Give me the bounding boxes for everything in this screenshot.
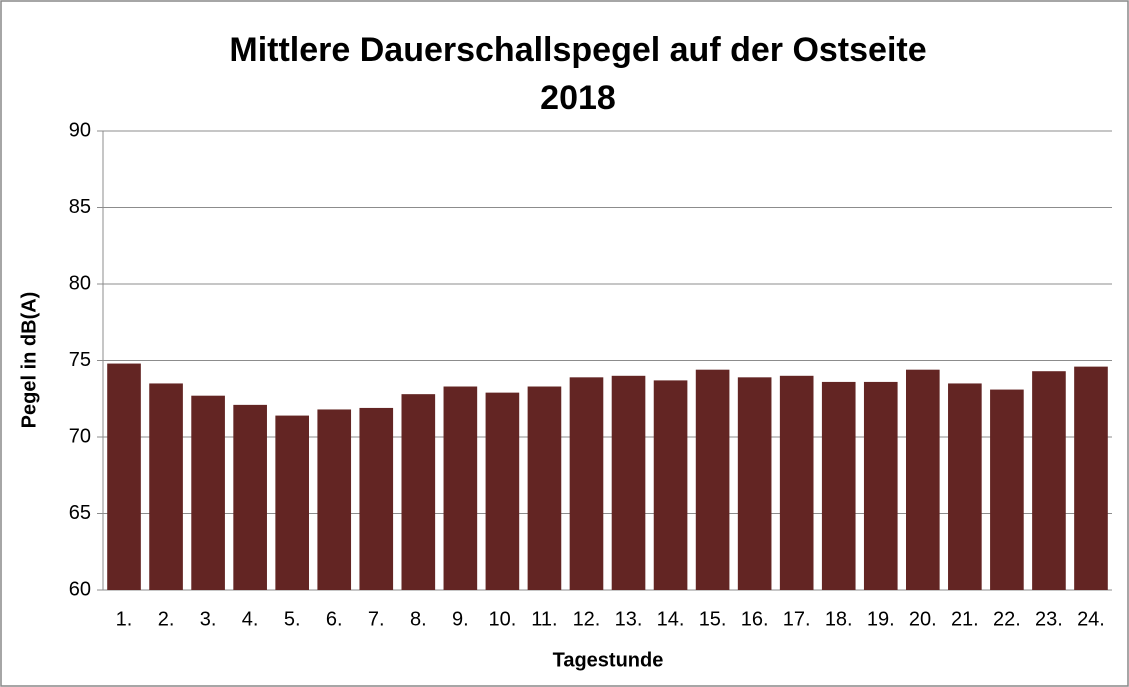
x-tick-label: 22.	[993, 608, 1021, 630]
bar	[149, 383, 183, 590]
y-tick-label: 65	[69, 502, 91, 524]
x-tick-label: 2.	[158, 608, 175, 630]
bar	[1032, 371, 1066, 590]
x-tick-label: 7.	[368, 608, 385, 630]
bar	[443, 386, 478, 590]
x-tick-label: 24.	[1077, 608, 1105, 630]
bar	[485, 392, 520, 590]
x-tick-label: 10.	[488, 608, 516, 630]
x-tick-label: 14.	[657, 608, 685, 630]
y-tick-label: 75	[69, 349, 91, 371]
bar	[695, 369, 730, 590]
x-tick-label: 1.	[116, 608, 133, 630]
x-tick-label: 20.	[909, 608, 937, 630]
bar	[569, 377, 604, 590]
chart-title: Mittlere Dauerschallspegel auf der Ostse…	[229, 31, 926, 69]
bar	[359, 407, 394, 590]
x-tick-label: 4.	[242, 608, 259, 630]
bar	[990, 389, 1024, 590]
bar	[401, 394, 436, 590]
x-tick-label: 3.	[200, 608, 217, 630]
y-tick-label: 70	[69, 425, 91, 447]
x-tick-label: 19.	[867, 608, 895, 630]
bar	[1074, 366, 1108, 590]
x-tick-label: 8.	[410, 608, 427, 630]
x-tick-label: 6.	[326, 608, 343, 630]
bar	[191, 395, 225, 590]
bar	[107, 363, 141, 590]
x-axis-label: Tagestunde	[553, 649, 664, 671]
y-tick-label: 60	[69, 578, 91, 600]
bar	[611, 375, 646, 590]
bar	[948, 383, 982, 590]
bar	[863, 381, 898, 590]
bar	[779, 375, 814, 590]
bar	[821, 381, 856, 590]
x-tick-label: 21.	[951, 608, 979, 630]
bar	[317, 409, 352, 590]
bar	[653, 380, 688, 590]
x-tick-label: 23.	[1035, 608, 1063, 630]
bar	[737, 377, 772, 590]
x-tick-label: 15.	[699, 608, 727, 630]
y-tick-label: 85	[69, 196, 91, 218]
x-tick-label: 17.	[783, 608, 811, 630]
x-tick-label: 16.	[741, 608, 769, 630]
y-tick-label: 80	[69, 272, 91, 294]
bar	[905, 369, 940, 590]
x-tick-label: 5.	[284, 608, 301, 630]
bar	[527, 386, 562, 590]
x-tick-label: 13.	[615, 608, 643, 630]
y-tick-label: 90	[69, 119, 91, 141]
x-tick-label: 18.	[825, 608, 853, 630]
y-axis-label: Pegel in dB(A)	[18, 292, 40, 429]
x-tick-label: 9.	[452, 608, 469, 630]
bar	[275, 415, 310, 590]
x-tick-label: 12.	[573, 608, 601, 630]
bar	[233, 404, 267, 590]
chart-title: 2018	[540, 79, 616, 117]
x-tick-label: 11.	[531, 608, 557, 630]
